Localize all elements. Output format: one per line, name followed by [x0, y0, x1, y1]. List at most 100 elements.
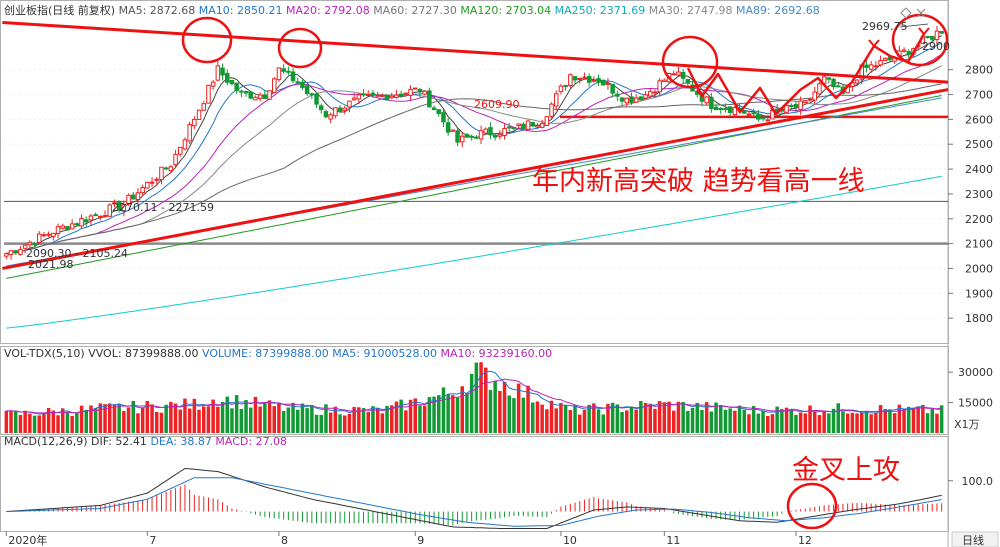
volume-bar	[328, 412, 333, 433]
volume-bar	[408, 399, 413, 433]
arrow-head	[868, 39, 880, 48]
ma60-line	[6, 83, 942, 255]
candle-body	[380, 94, 385, 97]
volume-bar	[578, 414, 582, 433]
candle-body	[46, 233, 51, 236]
period-button[interactable]: 日线	[962, 533, 984, 547]
candle-body	[803, 100, 808, 104]
volume-bar	[310, 404, 314, 433]
candle-body	[633, 97, 639, 103]
candle-body	[648, 91, 653, 97]
volume-bar	[921, 404, 925, 433]
volume-bar	[827, 413, 831, 433]
window-controls[interactable]	[900, 7, 926, 19]
annotation-circle	[891, 13, 949, 67]
candle-body	[450, 129, 456, 132]
volume-bar	[766, 416, 770, 433]
y-tick-label: 1800	[965, 312, 993, 325]
volume-bar	[803, 413, 808, 433]
candle-body	[60, 225, 65, 229]
main-grid	[4, 69, 948, 319]
high-pointer	[899, 23, 929, 28]
close-icon[interactable]	[916, 8, 926, 18]
volume-bar	[4, 410, 9, 433]
y-tick-label: 2100	[965, 238, 993, 251]
candle-body	[746, 113, 752, 116]
volume-bar	[723, 409, 728, 433]
candle-body	[662, 79, 667, 82]
candle-body	[610, 83, 615, 94]
candle-body	[37, 233, 42, 244]
candle-body	[713, 106, 719, 111]
volume-bar	[385, 405, 389, 433]
volume-bar	[404, 410, 408, 433]
volume-bar	[343, 415, 347, 433]
x-tick-label: 12	[798, 534, 812, 547]
candle-body	[140, 186, 145, 194]
x-tick-label: 10	[563, 534, 577, 547]
volume-bar	[169, 401, 173, 433]
legend-item: MA10: 93239160.00	[440, 347, 552, 360]
volume-bar	[780, 409, 784, 433]
volume-bar	[531, 402, 535, 433]
candle-body	[582, 76, 587, 79]
candle-body	[427, 90, 432, 108]
candle-body	[32, 243, 37, 246]
volume-bar	[187, 408, 192, 433]
candle-body	[178, 146, 183, 155]
diamond-icon[interactable]	[900, 7, 912, 19]
volume-bar	[892, 413, 897, 433]
volume-bar	[112, 404, 117, 433]
legend-item: MA89: 2692.68	[736, 4, 820, 17]
breakout-annotation: 年内新高突破 趋势看高一线	[532, 166, 865, 197]
volume-bar	[606, 403, 610, 433]
candle-body	[342, 107, 347, 111]
candle-body	[638, 96, 644, 101]
candle-body	[591, 79, 597, 82]
macd-legend: MACD(12,26,9) DIF: 52.41 DEA: 38.87 MACD…	[4, 435, 287, 448]
candle-body	[309, 93, 315, 96]
candle-body	[145, 181, 150, 189]
candle-body	[441, 112, 446, 123]
volume-bars	[4, 362, 944, 433]
macd-lines	[6, 467, 942, 530]
volume-bar	[281, 411, 286, 433]
volume-bar	[521, 397, 526, 433]
volume-bar	[234, 395, 239, 433]
volume-bar	[930, 408, 934, 433]
volume-bar	[582, 409, 587, 433]
volume-bar	[719, 404, 723, 433]
volume-bar	[469, 373, 474, 433]
volume-bar	[427, 397, 432, 433]
candle-body	[601, 79, 606, 86]
candle-body	[676, 71, 681, 76]
volume-bar	[728, 408, 732, 433]
candle-body	[257, 94, 263, 99]
candle-body	[351, 97, 357, 101]
candle-body	[27, 241, 33, 246]
candle-body	[544, 116, 550, 126]
volume-bar	[98, 403, 103, 433]
volume-bar	[573, 405, 577, 433]
volume-bar	[178, 409, 182, 433]
candle-body	[883, 58, 888, 61]
candle-body	[760, 117, 766, 120]
candle-body	[281, 68, 286, 72]
volume-bar	[89, 405, 93, 433]
volume-bar	[549, 400, 554, 433]
candle-body	[18, 248, 23, 255]
candle-body	[521, 123, 526, 130]
period-button-bg[interactable]	[951, 531, 999, 547]
candle-body	[807, 98, 813, 101]
volume-bar	[653, 408, 657, 433]
candle-body	[55, 226, 61, 235]
annotation-circle	[277, 27, 323, 69]
candle-body	[709, 96, 714, 110]
volume-bar	[65, 412, 70, 433]
candle-body	[539, 123, 545, 128]
ma20-line	[6, 54, 942, 255]
volume-bar	[314, 414, 319, 433]
volume-bar	[761, 410, 765, 433]
candle-body	[507, 126, 512, 129]
legend-item: MA5: 91000528.00	[332, 347, 440, 360]
